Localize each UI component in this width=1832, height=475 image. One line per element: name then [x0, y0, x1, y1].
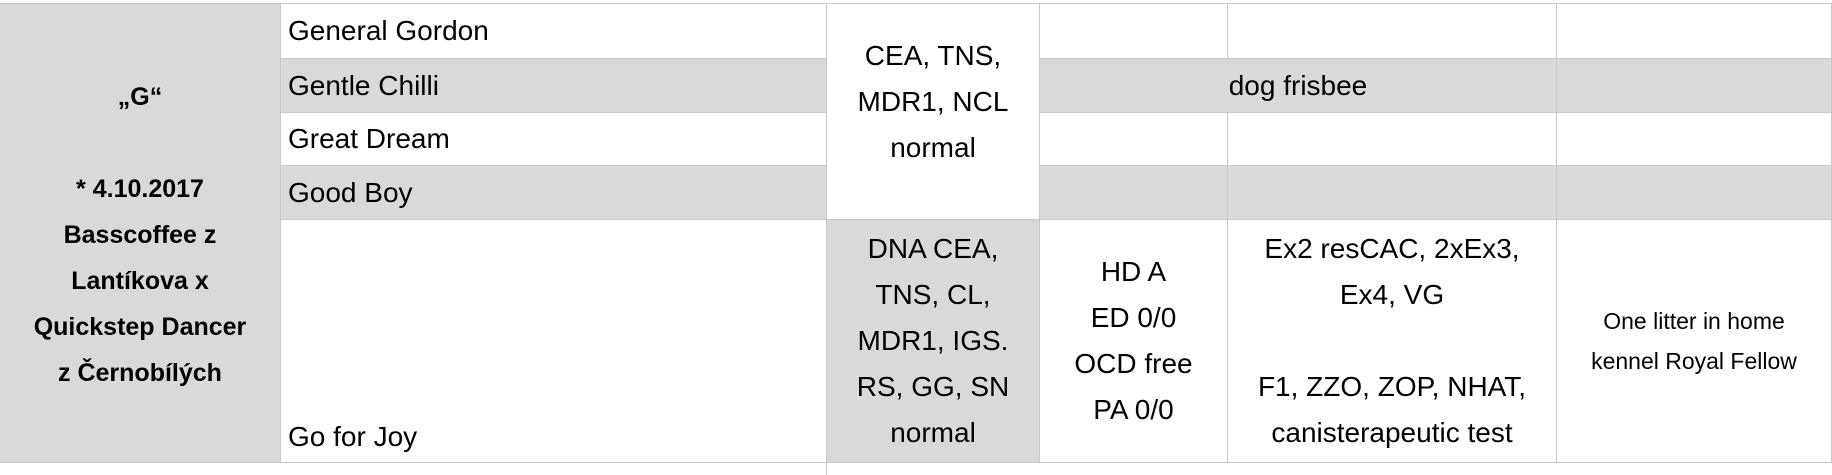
note-cell: One litter in home kennel Royal Fellow — [1557, 220, 1832, 463]
top-border — [0, 3, 1832, 4]
health-cell: CEA, TNS, MDR1, NCL normal — [827, 4, 1040, 220]
parents: z Černobílých — [58, 359, 222, 387]
show-line: Ex4, VG — [1339, 279, 1445, 310]
health-line: MDR1, NCL — [857, 85, 1009, 117]
empty-cell — [1557, 4, 1832, 59]
empty-cell — [1228, 166, 1557, 220]
xray-cell: HD A ED 0/0 OCD free PA 0/0 — [1040, 220, 1228, 463]
note-line: One litter in home — [1603, 308, 1785, 334]
empty-cell — [1557, 113, 1832, 166]
empty-cell — [1040, 4, 1228, 59]
name-cell: Gentle Chilli — [281, 59, 827, 113]
results-cell: Ex2 resCAC, 2xEx3, Ex4, VG F1, ZZO, ZOP,… — [1228, 220, 1557, 463]
health-cell: DNA CEA, TNS, CL, MDR1, IGS. RS, GG, SN … — [827, 220, 1040, 463]
show-line: Ex2 resCAC, 2xEx3, — [1264, 233, 1520, 264]
name-cell: Great Dream — [281, 113, 827, 166]
parents: Quickstep Dancer — [33, 313, 247, 341]
dog-name: Gentle Chilli — [288, 69, 439, 101]
health-line: CEA, TNS, — [864, 39, 1002, 71]
parents: Lantíkova x — [71, 267, 209, 295]
exam-line: canisterapeutic test — [1271, 417, 1513, 448]
dog-name: Good Boy — [288, 176, 413, 208]
health-line: TNS, CL, — [875, 279, 991, 310]
dog-name: Great Dream — [288, 123, 450, 154]
health-line: normal — [890, 131, 976, 163]
name-cell: Go for Joy — [281, 220, 827, 463]
health-line: normal — [890, 417, 976, 448]
name-cell: Good Boy — [281, 166, 827, 220]
xray-line: HD A — [1100, 256, 1167, 287]
dog-name: General Gordon — [288, 15, 489, 46]
health-line: RS, GG, SN — [856, 371, 1010, 402]
column-border — [826, 463, 827, 475]
empty-cell — [1228, 4, 1557, 59]
xray-line: ED 0/0 — [1090, 302, 1177, 333]
empty-cell — [1040, 166, 1228, 220]
empty-cell — [1557, 59, 1832, 113]
parents: Basscoffee z — [63, 221, 217, 249]
xray-line: PA 0/0 — [1093, 394, 1174, 425]
litter-birth: * 4.10.2017 — [76, 175, 204, 203]
empty-cell — [1557, 166, 1832, 220]
activity: dog frisbee — [1228, 69, 1368, 101]
litter-cell: „G“ * 4.10.2017 Basscoffee z Lantíkova x… — [0, 4, 281, 463]
activity-cell: dog frisbee — [1040, 59, 1557, 113]
empty-cell — [1040, 113, 1228, 166]
name-cell: General Gordon — [281, 4, 827, 59]
xray-line: OCD free — [1074, 348, 1193, 379]
empty-cell — [1228, 113, 1557, 166]
dog-name: Go for Joy — [288, 421, 418, 452]
health-line: DNA CEA, — [867, 233, 999, 264]
litter-title: „G“ — [117, 83, 163, 111]
exam-line: F1, ZZO, ZOP, NHAT, — [1257, 371, 1527, 402]
note-line: kennel Royal Fellow — [1591, 348, 1797, 374]
health-line: MDR1, IGS. — [857, 325, 1009, 356]
